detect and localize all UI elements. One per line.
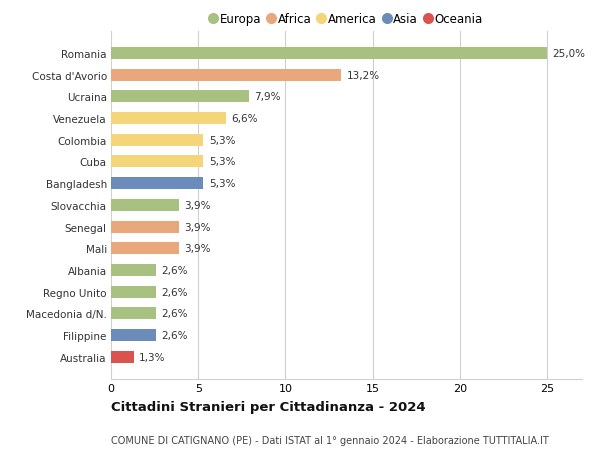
Bar xyxy=(111,243,179,255)
Bar xyxy=(111,156,203,168)
Bar xyxy=(111,91,249,103)
Legend: Europa, Africa, America, Asia, Oceania: Europa, Africa, America, Asia, Oceania xyxy=(205,9,487,31)
Bar xyxy=(111,69,341,81)
Bar xyxy=(111,200,179,211)
Text: COMUNE DI CATIGNANO (PE) - Dati ISTAT al 1° gennaio 2024 - Elaborazione TUTTITAL: COMUNE DI CATIGNANO (PE) - Dati ISTAT al… xyxy=(111,435,549,445)
Bar xyxy=(111,308,157,319)
Bar xyxy=(111,286,157,298)
Bar xyxy=(111,134,203,146)
Bar xyxy=(111,178,203,190)
Bar xyxy=(111,113,226,125)
Text: 25,0%: 25,0% xyxy=(553,49,586,59)
Bar xyxy=(111,264,157,276)
Text: 5,3%: 5,3% xyxy=(209,157,235,167)
Text: 2,6%: 2,6% xyxy=(161,287,188,297)
Text: 2,6%: 2,6% xyxy=(161,308,188,319)
Text: 1,3%: 1,3% xyxy=(139,352,166,362)
Text: 3,9%: 3,9% xyxy=(184,244,211,254)
Text: 2,6%: 2,6% xyxy=(161,265,188,275)
Bar xyxy=(111,221,179,233)
Text: 5,3%: 5,3% xyxy=(209,135,235,146)
Text: 3,9%: 3,9% xyxy=(184,222,211,232)
Text: 7,9%: 7,9% xyxy=(254,92,281,102)
Text: Cittadini Stranieri per Cittadinanza - 2024: Cittadini Stranieri per Cittadinanza - 2… xyxy=(111,400,425,413)
Text: 5,3%: 5,3% xyxy=(209,179,235,189)
Bar xyxy=(111,351,134,363)
Bar xyxy=(111,48,547,60)
Text: 13,2%: 13,2% xyxy=(347,71,380,80)
Bar xyxy=(111,330,157,341)
Text: 2,6%: 2,6% xyxy=(161,330,188,340)
Text: 6,6%: 6,6% xyxy=(232,114,258,124)
Text: 3,9%: 3,9% xyxy=(184,201,211,210)
